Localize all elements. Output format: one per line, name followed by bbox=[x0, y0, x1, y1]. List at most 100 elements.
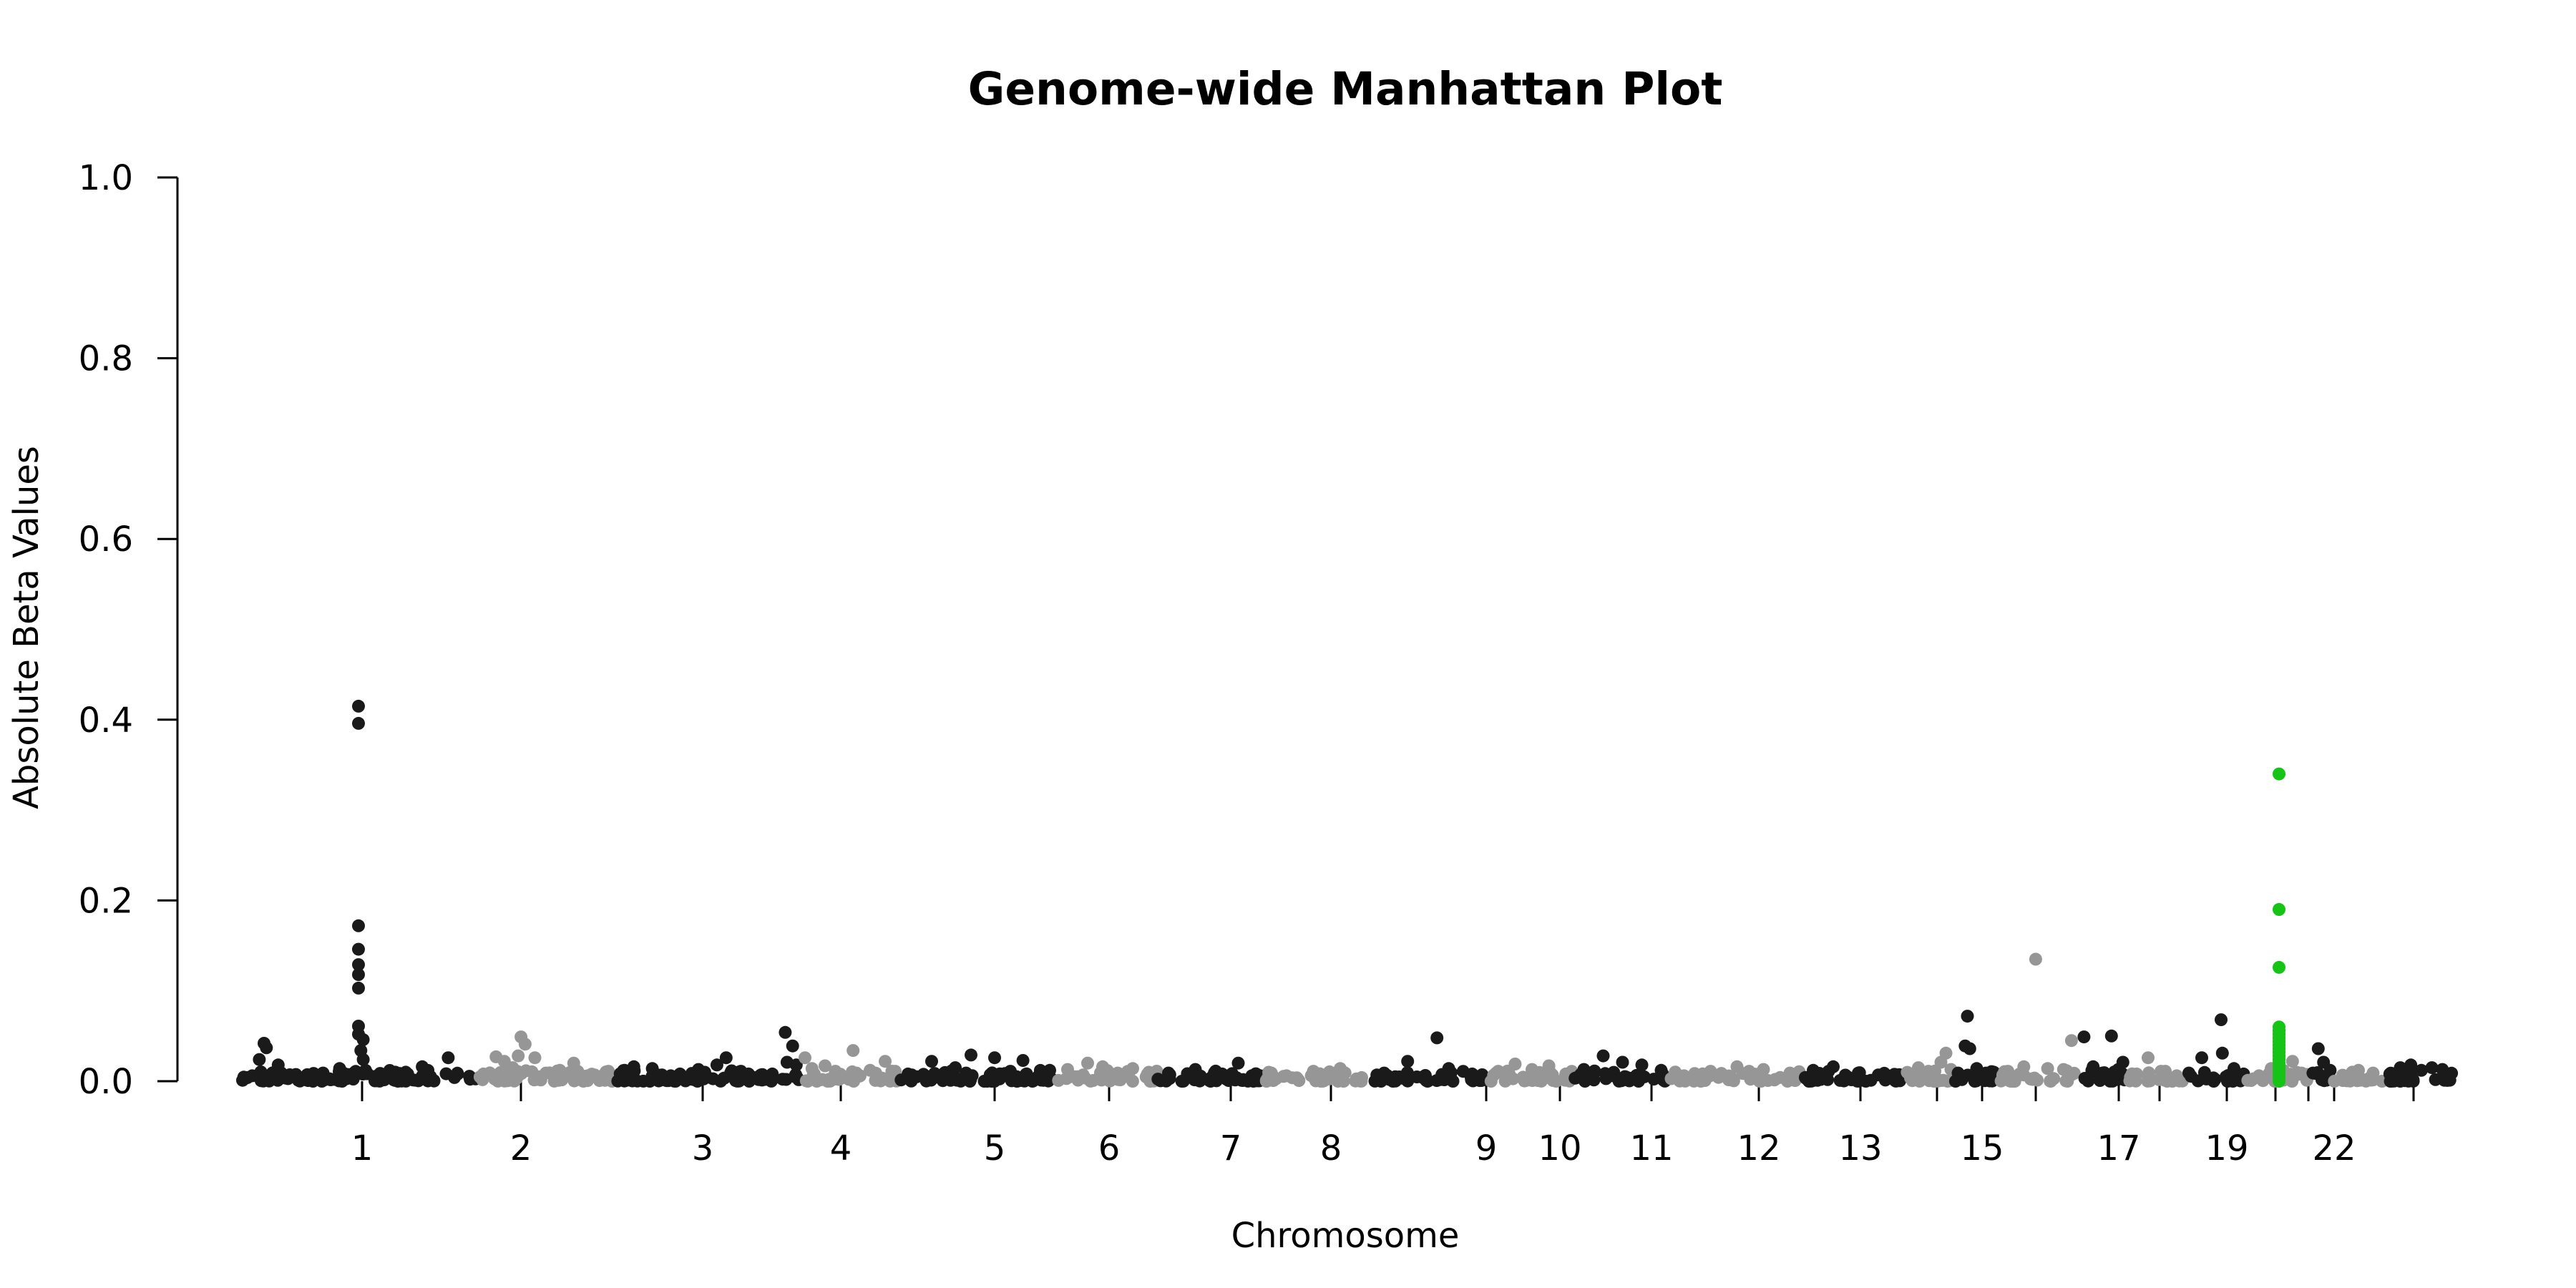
baseline-point bbox=[2061, 1075, 2074, 1088]
snp-point bbox=[1162, 1066, 1175, 1080]
baseline-point bbox=[2080, 1073, 2094, 1086]
snp-point bbox=[1852, 1066, 1865, 1080]
x-tick-label: 5 bbox=[984, 1128, 1006, 1169]
x-tick-label: 9 bbox=[1475, 1128, 1498, 1169]
snp-point bbox=[2041, 1062, 2054, 1075]
snp-point bbox=[2311, 1042, 2325, 1055]
snp-point bbox=[2215, 1013, 2228, 1027]
snp-point bbox=[1334, 1062, 1347, 1075]
baseline-point bbox=[1332, 1074, 1345, 1088]
baseline-point bbox=[1568, 1071, 1582, 1085]
snp-point bbox=[2195, 1051, 2208, 1065]
snp-point bbox=[1757, 1063, 1770, 1076]
baseline-point bbox=[1438, 1073, 1451, 1086]
snp-point bbox=[1596, 1049, 1610, 1063]
baseline-point bbox=[1368, 1074, 1382, 1088]
snp-point bbox=[949, 1061, 962, 1075]
snp-point bbox=[2443, 1069, 2457, 1083]
x-tick-label: 10 bbox=[1538, 1128, 1581, 1169]
baseline-point bbox=[1767, 1073, 1781, 1087]
snp-point bbox=[2096, 1066, 2109, 1080]
snp-point bbox=[1355, 1070, 1368, 1084]
snp-point bbox=[441, 1051, 455, 1065]
snp-point bbox=[2017, 1060, 2031, 1073]
snp-point bbox=[1654, 1063, 1668, 1077]
baseline-point bbox=[1475, 1074, 1488, 1087]
snp-point bbox=[1744, 1070, 1757, 1084]
snp-point bbox=[2352, 1063, 2365, 1077]
baseline-point bbox=[2429, 1073, 2442, 1086]
snp-point bbox=[1533, 1070, 1547, 1083]
baseline-point bbox=[1401, 1074, 1415, 1088]
snp-point bbox=[965, 1048, 977, 1062]
snp-point bbox=[1418, 1070, 1432, 1083]
x-tick-label: 1 bbox=[351, 1128, 374, 1169]
baseline-point bbox=[814, 1073, 827, 1086]
snp-point bbox=[399, 1065, 412, 1079]
baseline-point bbox=[1838, 1068, 1852, 1082]
x-tick-label: 2 bbox=[510, 1128, 532, 1169]
snp-point bbox=[1280, 1069, 1293, 1083]
snp-point bbox=[1106, 1070, 1119, 1084]
snp-point bbox=[356, 1033, 370, 1046]
y-axis-ticks: 0.0 0.2 0.4 0.6 0.8 1.0 bbox=[79, 158, 177, 1102]
data-points bbox=[236, 699, 2459, 1088]
snp-point bbox=[253, 1053, 266, 1066]
snp-point bbox=[1508, 1058, 1522, 1070]
snp-point bbox=[627, 1060, 640, 1073]
x-tick-label: 19 bbox=[2205, 1128, 2248, 1169]
baseline-point bbox=[1821, 1073, 1835, 1086]
baseline-point bbox=[2103, 1074, 2117, 1088]
baseline-point bbox=[292, 1073, 305, 1087]
snp-point bbox=[2215, 1046, 2229, 1060]
baseline-point bbox=[1687, 1074, 1701, 1088]
snp-point bbox=[829, 1067, 841, 1080]
snp-point bbox=[1951, 1066, 1965, 1080]
snp-point bbox=[1526, 1063, 1538, 1076]
baseline-point bbox=[987, 1073, 1001, 1086]
snp-point bbox=[2323, 1063, 2337, 1077]
snp-point bbox=[352, 968, 365, 981]
snp-point bbox=[506, 1061, 519, 1075]
snp-point bbox=[1961, 1010, 1974, 1023]
snp-point bbox=[1141, 1069, 1154, 1083]
y-axis-label: Absolute Beta Values bbox=[6, 446, 47, 809]
snp-point bbox=[879, 1055, 892, 1068]
y-tick-label: 0.4 bbox=[79, 701, 133, 741]
snp-point bbox=[1704, 1065, 1717, 1078]
highlight-point bbox=[2273, 1024, 2285, 1038]
snp-point bbox=[719, 1051, 733, 1065]
snp-point bbox=[1205, 1070, 1218, 1084]
baseline-point bbox=[2004, 1075, 2018, 1088]
snp-point bbox=[587, 1068, 601, 1082]
snp-point bbox=[1016, 1054, 1030, 1067]
x-tick-label: 17 bbox=[2097, 1128, 2140, 1169]
snp-point bbox=[1216, 1067, 1229, 1080]
snp-point bbox=[645, 1062, 659, 1075]
snp-point bbox=[766, 1067, 779, 1080]
baseline-point bbox=[1153, 1074, 1167, 1088]
snp-point bbox=[1922, 1065, 1935, 1078]
snp-point bbox=[1081, 1056, 1094, 1070]
snp-point bbox=[779, 1025, 792, 1039]
snp-point bbox=[2228, 1062, 2240, 1075]
snp-point bbox=[281, 1072, 294, 1085]
snp-point bbox=[2029, 952, 2042, 966]
highlight-point bbox=[2273, 960, 2285, 974]
snp-point bbox=[347, 1066, 361, 1080]
snp-point bbox=[352, 981, 365, 995]
snp-point bbox=[2366, 1066, 2380, 1080]
snp-point bbox=[352, 919, 365, 932]
snp-point bbox=[352, 716, 365, 730]
snp-point bbox=[2306, 1066, 2320, 1080]
snp-point bbox=[747, 1070, 761, 1084]
baseline-point bbox=[2143, 1074, 2157, 1088]
baseline-point bbox=[1968, 1075, 1981, 1088]
snp-point bbox=[1491, 1065, 1505, 1078]
snp-point bbox=[1963, 1042, 1976, 1055]
baseline-point bbox=[687, 1073, 701, 1086]
snp-point bbox=[1939, 1046, 1953, 1060]
snp-point bbox=[902, 1067, 914, 1080]
baseline-point bbox=[628, 1074, 642, 1088]
